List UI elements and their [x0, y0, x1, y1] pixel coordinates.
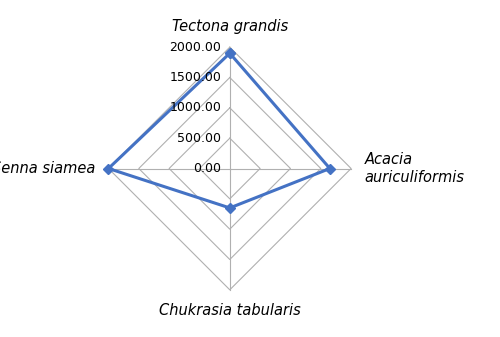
Text: 1000.00: 1000.00 [170, 101, 222, 114]
Text: Senna siamea: Senna siamea [0, 161, 95, 176]
Text: 500.00: 500.00 [178, 132, 222, 145]
Text: 2000.00: 2000.00 [170, 41, 222, 54]
Text: Acacia
auriculiformis: Acacia auriculiformis [364, 152, 464, 185]
Text: 0.00: 0.00 [194, 162, 222, 175]
Text: Chukrasia tabularis: Chukrasia tabularis [159, 303, 300, 318]
Text: Tectona grandis: Tectona grandis [172, 19, 288, 34]
Text: 1500.00: 1500.00 [170, 71, 222, 84]
